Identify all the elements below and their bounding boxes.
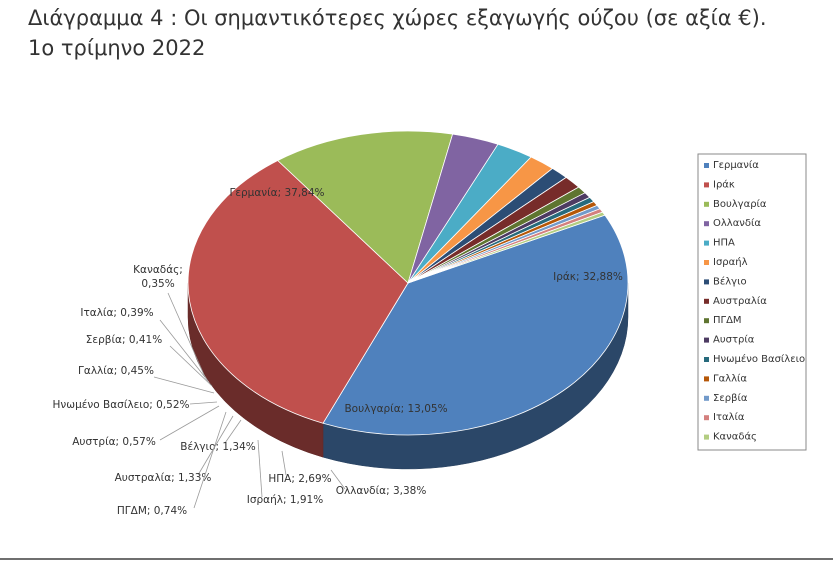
data-label-βουλγαρία: Βουλγαρία; 13,05% <box>344 403 447 415</box>
legend-label-βέλγιο: Βέλγιο <box>713 275 747 287</box>
legend-label-αυστρία: Αυστρία <box>713 334 755 346</box>
data-label-ιταλία: Ιταλία; 0,39% <box>80 307 153 319</box>
data-label-βέλγιο: Βέλγιο; 1,34% <box>180 441 256 453</box>
legend-label-πγδμ: ΠΓΔΜ <box>713 315 742 326</box>
data-label-αυστραλία: Αυστραλία; 1,33% <box>115 472 212 484</box>
legend-label-βουλγαρία: Βουλγαρία <box>713 198 767 210</box>
leader-line-βέλγιο <box>224 419 242 444</box>
data-label-καναδάς-line-2: 0,35% <box>141 278 174 290</box>
leader-line-ηνωμένο-βασίλειο <box>189 401 218 405</box>
leader-line-αυστρία <box>159 405 220 441</box>
title-line-2: 1ο τρίμηνο 2022 <box>28 36 206 60</box>
legend-swatch-βουλγαρία <box>704 201 709 207</box>
pie-slice-γερμανία <box>322 214 629 436</box>
pie-slice-ιράκ <box>187 160 409 424</box>
legend-swatch-ολλανδία <box>704 221 709 227</box>
legend-swatch-καναδάς <box>704 434 709 440</box>
legend-label-ολλανδία: Ολλανδία <box>713 217 761 229</box>
legend-label-γερμανία: Γερμανία <box>713 159 759 171</box>
legend-label-ιράκ: Ιράκ <box>713 178 735 190</box>
legend-swatch-γαλλία <box>704 376 709 382</box>
data-label-πγδμ: ΠΓΔΜ; 0,74% <box>117 505 187 517</box>
data-label-ολλανδία: Ολλανδία; 3,38% <box>336 485 427 497</box>
legend-swatch-πγδμ <box>704 318 709 324</box>
leader-line-καναδάς <box>167 292 206 378</box>
legend-label-καναδάς: Καναδάς <box>713 431 757 443</box>
leader-line-σερβία <box>169 345 213 387</box>
legend-swatch-βέλγιο <box>704 279 709 285</box>
data-labels: Γερμανία; 37,84% Ιράκ; 32,88% Βουλγαρία; 1… <box>53 187 623 517</box>
legend-label-ηπα: ΗΠΑ <box>713 238 735 249</box>
data-label-αυστρία: Αυστρία; 0,57% <box>72 436 156 448</box>
data-label-γαλλία: Γαλλία; 0,45% <box>78 365 154 377</box>
leader-line-ισραήλ <box>257 439 263 498</box>
leader-line-πγδμ <box>193 411 227 509</box>
legend-swatch-ηπα <box>704 240 709 246</box>
legend-label-ηνωμένο-βασίλειο: Ηνωμένο Βασίλειο <box>713 353 805 365</box>
legend-swatch-ισραήλ <box>704 260 709 265</box>
leader-line-ιταλία <box>159 319 209 382</box>
chart-title: Διάγραμμα 4 : Οι σημαντικότερες χώρες εξ… <box>28 3 767 63</box>
leader-line-αυστραλία <box>197 415 234 476</box>
legend-box <box>697 153 807 451</box>
legend-swatch-ιταλία <box>704 415 709 421</box>
legend-label-γαλλία: Γαλλία <box>713 372 747 384</box>
data-label-γερμανία: Γερμανία; 37,84% <box>229 187 324 199</box>
data-label-ηπα: ΗΠΑ; 2,69% <box>268 473 331 485</box>
data-label-σερβία: Σερβία; 0,41% <box>86 334 162 346</box>
pie-slices <box>187 130 629 436</box>
bottom-divider <box>0 558 833 560</box>
pie-slice-βουλγαρία <box>277 130 454 284</box>
legend-label-ισραήλ: Ισραήλ <box>713 256 748 268</box>
data-label-καναδάς-line-1: Καναδάς; <box>133 264 183 276</box>
leader-line-ολλανδία <box>330 469 346 490</box>
title-line-1: Διάγραμμα 4 : Οι σημαντικότερες χώρες εξ… <box>28 6 767 30</box>
leader-line-ηπα <box>281 450 287 476</box>
legend-swatch-ηνωμένο-βασίλειο <box>704 357 709 362</box>
legend-swatch-αυστραλία <box>704 298 709 304</box>
data-label-ηνωμένο-βασίλειο: Ηνωμένο Βασίλειο; 0,52% <box>53 399 190 411</box>
legend-swatch-σερβία <box>704 395 709 401</box>
leader-line-γαλλία <box>153 376 215 394</box>
pie-slice-καναδάς <box>407 211 606 284</box>
data-label-ιράκ: Ιράκ; 32,88% <box>553 271 623 283</box>
legend-swatch-γερμανία <box>704 163 709 168</box>
legend-label-σερβία: Σερβία <box>713 392 748 404</box>
legend-swatch-ιράκ <box>704 182 709 188</box>
data-label-ισραήλ: Ισραήλ; 1,91% <box>247 494 323 506</box>
legend-swatch-αυστρία <box>704 337 709 343</box>
legend-label-ιταλία: Ιταλία <box>713 411 745 423</box>
legend-label-αυστραλία: Αυστραλία <box>713 295 767 307</box>
legend: Γερμανία Ιράκ Βουλγαρία Ολλανδία ΗΠΑ Ισραήλ Βέ… <box>697 153 807 451</box>
